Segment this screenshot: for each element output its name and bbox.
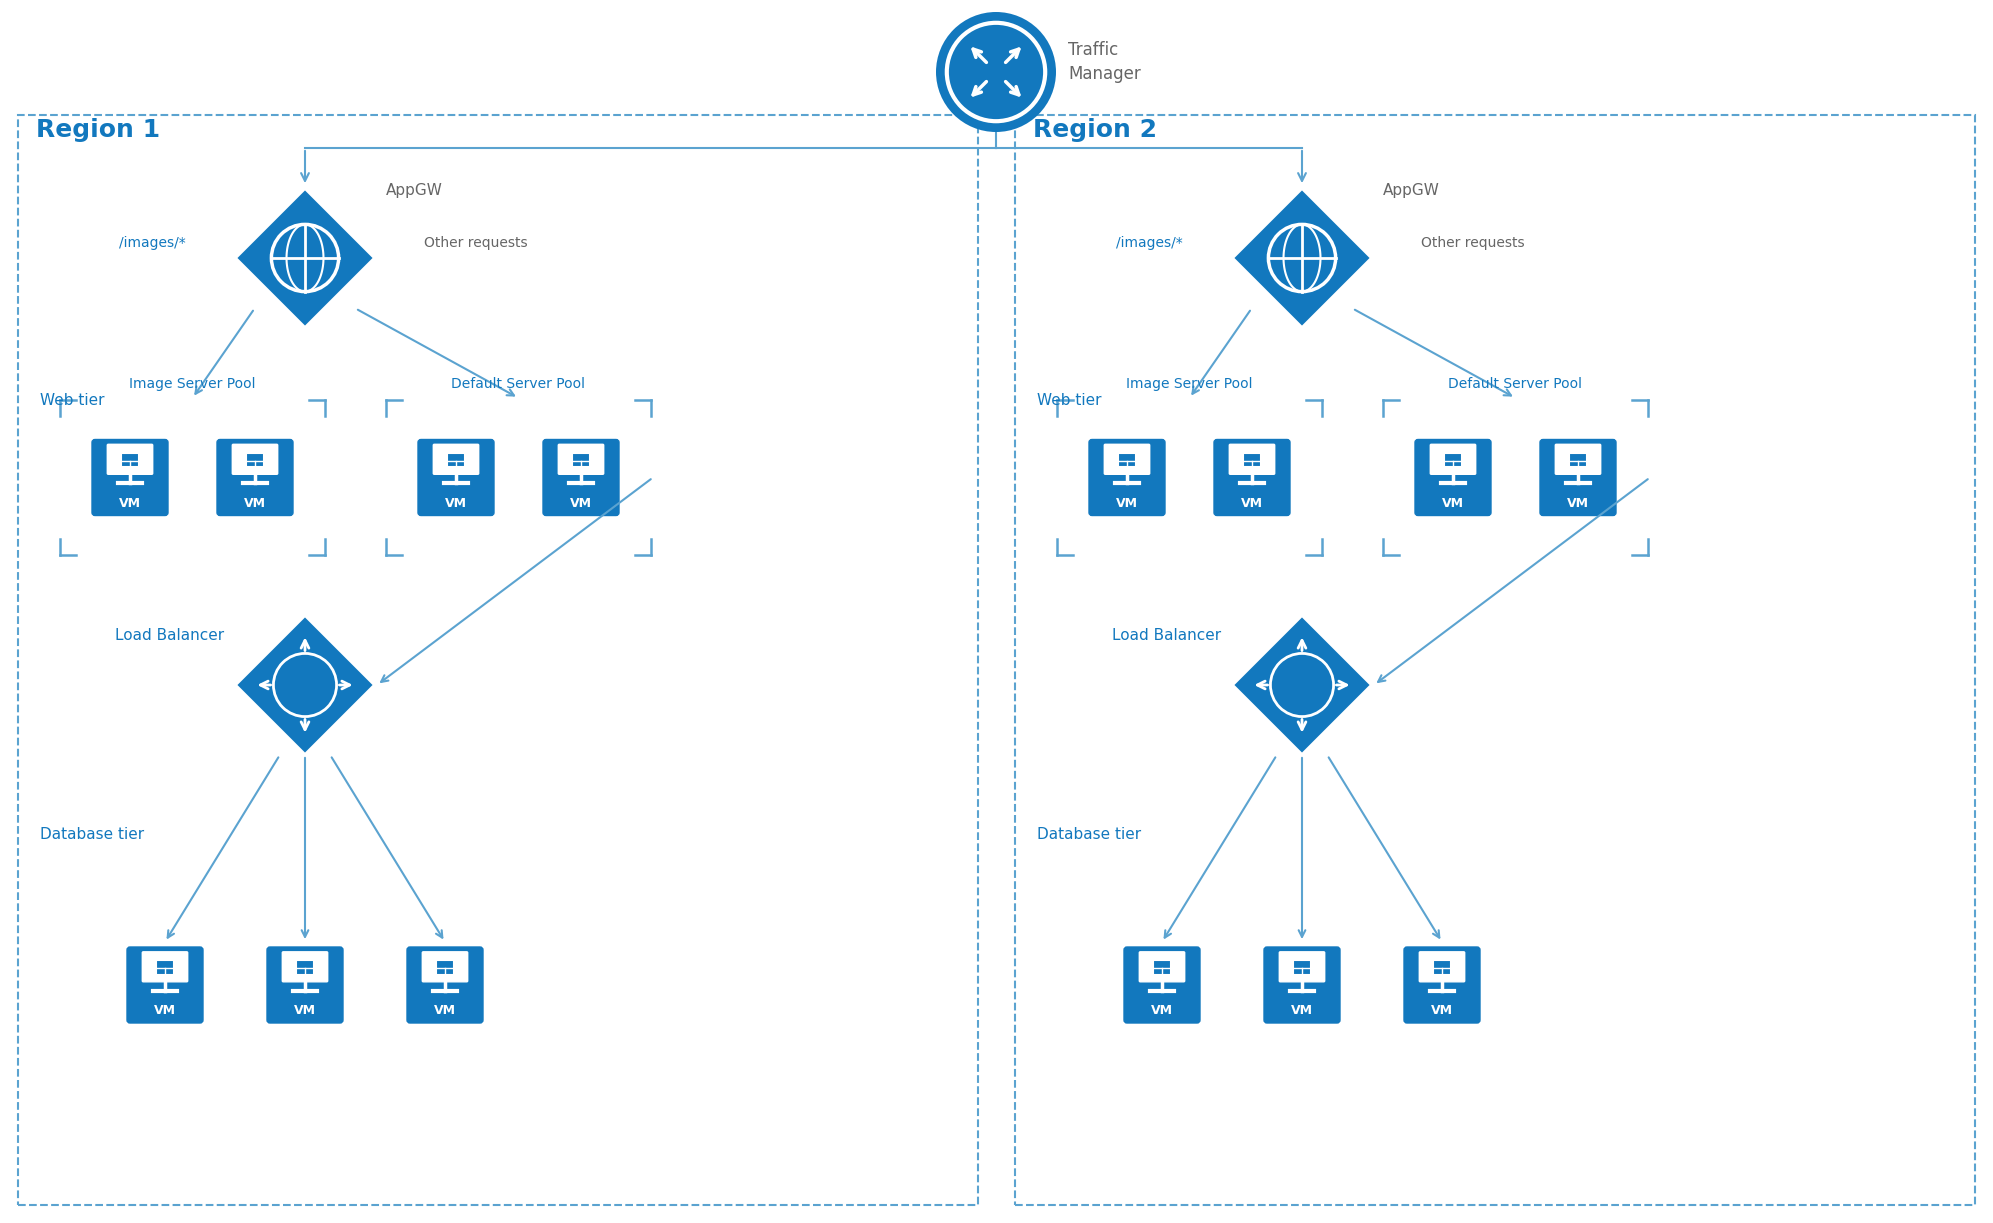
FancyBboxPatch shape — [432, 444, 478, 475]
Bar — [1433, 960, 1451, 975]
Text: VM: VM — [434, 1004, 456, 1018]
Text: VM: VM — [1116, 497, 1138, 510]
Bar — [446, 453, 464, 467]
FancyBboxPatch shape — [217, 439, 293, 516]
FancyBboxPatch shape — [542, 439, 620, 516]
Bar — [1443, 453, 1463, 467]
Text: VM: VM — [1431, 1004, 1453, 1018]
Text: VM: VM — [243, 497, 265, 510]
FancyBboxPatch shape — [1541, 439, 1616, 516]
Polygon shape — [235, 615, 375, 755]
FancyBboxPatch shape — [1403, 947, 1481, 1022]
Text: VM: VM — [120, 497, 142, 510]
Bar — [1152, 960, 1172, 975]
Bar — [1293, 960, 1311, 975]
Text: AppGW: AppGW — [1383, 183, 1439, 198]
FancyBboxPatch shape — [407, 947, 482, 1022]
FancyBboxPatch shape — [1280, 951, 1325, 982]
Text: VM: VM — [570, 497, 592, 510]
FancyBboxPatch shape — [92, 439, 167, 516]
FancyBboxPatch shape — [142, 951, 187, 982]
Text: VM: VM — [1443, 497, 1465, 510]
Text: Database tier: Database tier — [40, 827, 143, 841]
FancyBboxPatch shape — [1088, 439, 1166, 516]
Bar — [1244, 453, 1262, 467]
Text: Web tier: Web tier — [1036, 393, 1102, 408]
Text: Load Balancer: Load Balancer — [1112, 627, 1222, 642]
Bar — [1568, 453, 1586, 467]
FancyBboxPatch shape — [558, 444, 604, 475]
Bar — [1014, 115, 1975, 1205]
Text: Traffic
Manager: Traffic Manager — [1068, 42, 1140, 83]
FancyBboxPatch shape — [1555, 444, 1600, 475]
Text: Load Balancer: Load Balancer — [116, 627, 225, 642]
Bar — [155, 960, 173, 975]
FancyBboxPatch shape — [1264, 947, 1339, 1022]
Circle shape — [937, 12, 1056, 132]
Bar — [245, 453, 265, 467]
Bar — [295, 960, 315, 975]
FancyBboxPatch shape — [128, 947, 203, 1022]
Bar — [122, 453, 140, 467]
Text: Region 1: Region 1 — [36, 117, 159, 142]
Text: VM: VM — [153, 1004, 175, 1018]
Text: VM: VM — [1152, 1004, 1174, 1018]
Polygon shape — [1232, 615, 1371, 755]
FancyBboxPatch shape — [233, 444, 277, 475]
FancyBboxPatch shape — [1124, 947, 1200, 1022]
FancyBboxPatch shape — [108, 444, 153, 475]
Text: Other requests: Other requests — [1421, 236, 1525, 251]
FancyBboxPatch shape — [1214, 439, 1289, 516]
Polygon shape — [1232, 188, 1371, 328]
Text: VM: VM — [1242, 497, 1264, 510]
FancyBboxPatch shape — [419, 439, 494, 516]
Text: VM: VM — [1291, 1004, 1313, 1018]
Bar — [436, 960, 454, 975]
Text: Default Server Pool: Default Server Pool — [1449, 377, 1582, 391]
Text: /images/*: /images/* — [1116, 236, 1184, 251]
Bar — [572, 453, 590, 467]
Text: Default Server Pool: Default Server Pool — [452, 377, 586, 391]
FancyBboxPatch shape — [1431, 444, 1475, 475]
FancyBboxPatch shape — [1230, 444, 1276, 475]
Text: Other requests: Other requests — [425, 236, 528, 251]
Text: Web tier: Web tier — [40, 393, 104, 408]
Text: Region 2: Region 2 — [1032, 117, 1158, 142]
FancyBboxPatch shape — [267, 947, 343, 1022]
Text: VM: VM — [295, 1004, 317, 1018]
Text: Image Server Pool: Image Server Pool — [1126, 377, 1254, 391]
Text: Image Server Pool: Image Server Pool — [130, 377, 255, 391]
Text: Database tier: Database tier — [1036, 827, 1142, 841]
Bar — [18, 115, 979, 1205]
FancyBboxPatch shape — [1415, 439, 1491, 516]
Text: AppGW: AppGW — [385, 183, 442, 198]
Text: VM: VM — [444, 497, 466, 510]
Text: VM: VM — [1566, 497, 1588, 510]
Polygon shape — [235, 188, 375, 328]
FancyBboxPatch shape — [1419, 951, 1465, 982]
Bar — [1118, 453, 1136, 467]
FancyBboxPatch shape — [1104, 444, 1150, 475]
Text: /images/*: /images/* — [120, 236, 185, 251]
FancyBboxPatch shape — [283, 951, 327, 982]
FancyBboxPatch shape — [423, 951, 468, 982]
FancyBboxPatch shape — [1140, 951, 1184, 982]
